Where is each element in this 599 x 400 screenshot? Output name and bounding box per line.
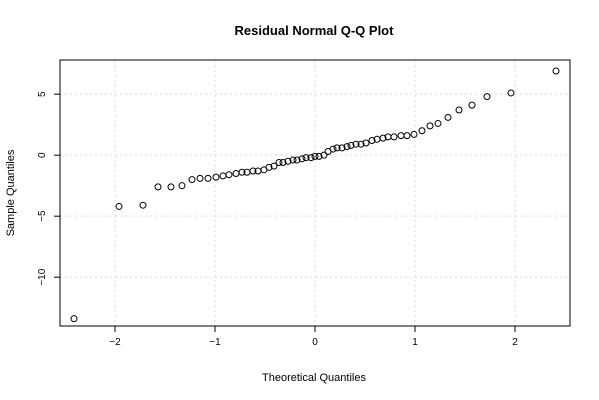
- data-point-47: [410, 130, 418, 138]
- data-point-42: [379, 134, 387, 142]
- data-point-19: [270, 162, 278, 170]
- data-point-10: [219, 172, 227, 180]
- data-point-34: [338, 144, 346, 152]
- data-point-24: [293, 156, 301, 164]
- data-point-7: [196, 174, 204, 182]
- data-point-44: [390, 133, 398, 141]
- data-point-33: [333, 144, 341, 152]
- data-point-0: [70, 315, 78, 323]
- data-point-11: [225, 171, 233, 179]
- data-point-45: [397, 132, 405, 140]
- grid-lines: [60, 60, 570, 326]
- data-point-35: [343, 143, 351, 151]
- data-point-4: [167, 183, 175, 191]
- data-point-40: [368, 137, 376, 145]
- data-point-9: [212, 173, 220, 181]
- data-point-8: [204, 174, 212, 182]
- data-point-54: [483, 93, 491, 101]
- data-points: [70, 67, 560, 323]
- data-point-20: [275, 158, 283, 166]
- data-point-32: [329, 145, 337, 153]
- data-point-21: [279, 158, 287, 166]
- data-point-6: [188, 176, 196, 184]
- data-point-50: [434, 119, 442, 127]
- data-point-56: [552, 67, 560, 75]
- data-point-13: [238, 168, 246, 176]
- data-point-3: [154, 183, 162, 191]
- data-point-12: [232, 169, 240, 177]
- data-point-22: [284, 157, 292, 165]
- x-tick-label: −1: [209, 337, 221, 348]
- data-point-38: [357, 140, 365, 148]
- data-point-2: [139, 201, 147, 209]
- data-point-48: [418, 127, 426, 135]
- data-point-28: [311, 152, 319, 160]
- data-point-29: [315, 152, 323, 160]
- x-tick-label: −2: [109, 337, 121, 348]
- x-axis-label: Theoretical Quantiles: [262, 372, 366, 384]
- data-point-39: [362, 139, 370, 147]
- data-point-15: [249, 167, 257, 175]
- data-point-52: [455, 106, 463, 114]
- y-axis: −10 −5 0 5: [37, 91, 60, 286]
- x-tick-label: 2: [512, 337, 518, 348]
- data-point-27: [307, 154, 315, 162]
- data-point-55: [507, 89, 515, 97]
- data-point-25: [298, 155, 306, 163]
- data-point-1: [115, 202, 123, 210]
- data-point-49: [426, 122, 434, 130]
- data-point-53: [468, 101, 476, 109]
- x-axis: −2 −1 0 1 2: [109, 326, 518, 348]
- data-point-23: [289, 156, 297, 164]
- data-point-30: [320, 151, 328, 159]
- data-point-5: [178, 182, 186, 190]
- x-tick-label: 0: [312, 337, 318, 348]
- y-tick-label: 5: [37, 91, 48, 97]
- data-point-18: [265, 163, 273, 171]
- x-tick-label: 1: [412, 337, 418, 348]
- data-point-26: [302, 154, 310, 162]
- data-point-36: [347, 141, 355, 149]
- y-tick-label: 0: [37, 152, 48, 158]
- data-point-51: [444, 113, 452, 121]
- data-point-46: [403, 132, 411, 140]
- y-tick-label: −10: [37, 268, 48, 285]
- y-axis-label: Sample Quantiles: [5, 149, 17, 236]
- chart-title: Residual Normal Q-Q Plot: [235, 23, 395, 38]
- data-point-37: [352, 140, 360, 148]
- y-tick-label: −5: [37, 210, 48, 222]
